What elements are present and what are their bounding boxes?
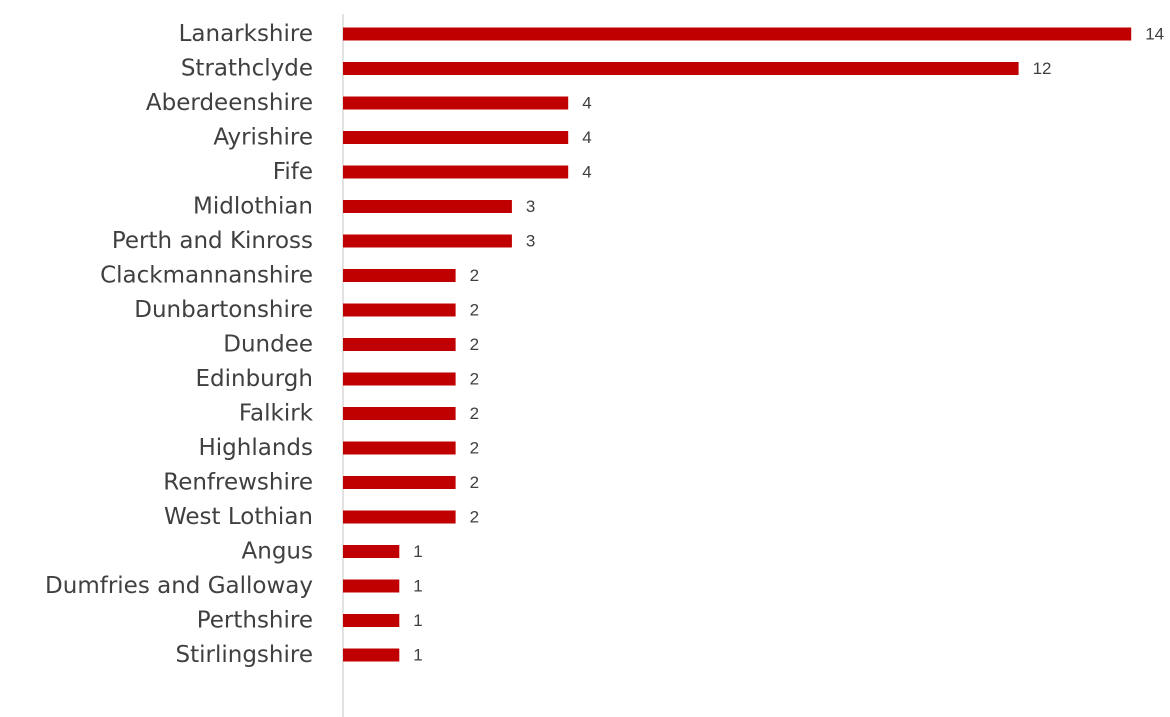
- category-label: Perth and Kinross: [112, 228, 313, 254]
- data-label: 12: [1033, 59, 1052, 78]
- bar: [343, 269, 456, 282]
- category-label: West Lothian: [164, 504, 313, 530]
- category-label: Perthshire: [197, 608, 313, 634]
- bar: [343, 579, 400, 593]
- category-label: Dunbartonshire: [134, 297, 313, 323]
- bar: [343, 303, 456, 317]
- data-label: 2: [470, 370, 479, 389]
- data-label: 1: [413, 542, 422, 561]
- data-label: 2: [470, 301, 479, 320]
- bar: [343, 200, 512, 213]
- data-label: 2: [470, 335, 479, 354]
- bar: [343, 614, 400, 627]
- bar: [343, 234, 512, 248]
- data-label: 1: [413, 611, 422, 630]
- category-label: Falkirk: [239, 401, 314, 427]
- data-label: 14: [1145, 25, 1164, 44]
- bar: [343, 131, 569, 144]
- bar: [343, 510, 456, 524]
- category-label: Stirlingshire: [176, 642, 313, 668]
- bars-group: [343, 27, 1132, 662]
- category-label: Strathclyde: [181, 56, 313, 82]
- category-labels-group: Lanarkshire Strathclyde Aberdeenshire Ayri…: [45, 21, 314, 668]
- data-label: 1: [413, 646, 422, 665]
- bar: [343, 338, 456, 351]
- bar: [343, 648, 400, 662]
- data-label: 4: [582, 94, 591, 113]
- data-label: 2: [470, 404, 479, 423]
- data-label: 4: [582, 163, 591, 182]
- bar: [343, 372, 456, 386]
- bar: [343, 441, 456, 455]
- bar: [343, 27, 1132, 41]
- category-label: Angus: [242, 539, 313, 565]
- value-labels-group: 14 12 4 4 4 3 3 2 2 2 2 2 2 2 2 1 1 1 1: [413, 25, 1164, 665]
- category-label: Fife: [273, 159, 313, 185]
- data-label: 1: [413, 577, 422, 596]
- category-label: Dundee: [223, 332, 313, 358]
- bar: [343, 407, 456, 420]
- bar: [343, 62, 1019, 75]
- bar: [343, 545, 400, 558]
- bar: [343, 165, 569, 179]
- category-label: Edinburgh: [195, 366, 313, 392]
- data-label: 2: [470, 473, 479, 492]
- bar: [343, 96, 569, 110]
- data-label: 2: [470, 266, 479, 285]
- category-label: Clackmannanshire: [100, 263, 313, 289]
- data-label: 2: [470, 508, 479, 527]
- data-label: 4: [582, 128, 591, 147]
- category-label: Renfrewshire: [163, 470, 313, 496]
- category-label: Aberdeenshire: [146, 90, 313, 116]
- category-label: Dumfries and Galloway: [45, 573, 313, 599]
- category-label: Midlothian: [193, 194, 313, 220]
- data-label: 3: [526, 197, 535, 216]
- data-label: 3: [526, 232, 535, 251]
- category-label: Ayrishire: [213, 125, 313, 151]
- bar: [343, 476, 456, 489]
- category-label: Lanarkshire: [179, 21, 313, 47]
- category-label: Highlands: [198, 435, 313, 461]
- data-label: 2: [470, 439, 479, 458]
